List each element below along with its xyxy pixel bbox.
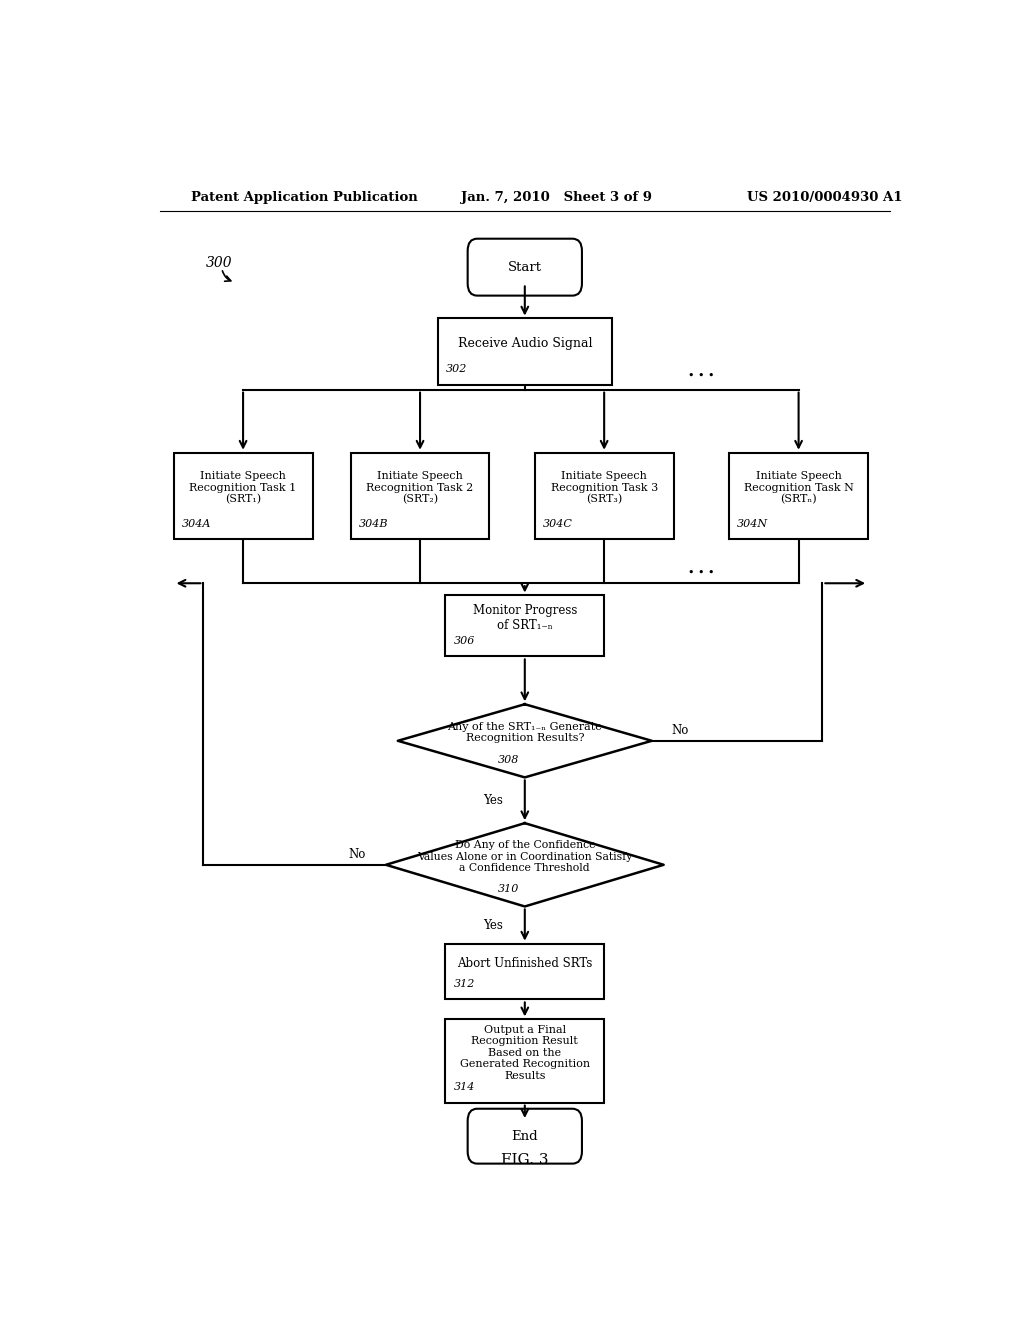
Text: Jan. 7, 2010   Sheet 3 of 9: Jan. 7, 2010 Sheet 3 of 9	[461, 190, 652, 203]
Text: Yes: Yes	[483, 793, 503, 807]
Text: Initiate Speech
Recognition Task 1
(SRT₁): Initiate Speech Recognition Task 1 (SRT₁…	[189, 471, 297, 504]
FancyBboxPatch shape	[535, 453, 674, 539]
Text: 314: 314	[454, 1082, 475, 1093]
FancyBboxPatch shape	[445, 595, 604, 656]
Text: 300: 300	[206, 256, 232, 271]
Polygon shape	[397, 704, 652, 777]
Polygon shape	[386, 824, 664, 907]
Text: Initiate Speech
Recognition Task N
(SRTₙ): Initiate Speech Recognition Task N (SRTₙ…	[743, 471, 854, 504]
FancyBboxPatch shape	[350, 453, 489, 539]
Text: No: No	[349, 849, 367, 861]
FancyBboxPatch shape	[437, 318, 612, 384]
FancyBboxPatch shape	[468, 1109, 582, 1164]
FancyBboxPatch shape	[729, 453, 868, 539]
Text: No: No	[672, 725, 689, 737]
Text: Start: Start	[508, 260, 542, 273]
Text: 306: 306	[454, 636, 475, 647]
FancyBboxPatch shape	[174, 453, 312, 539]
Text: 310: 310	[499, 884, 519, 894]
Text: Any of the SRT₁₋ₙ Generate
Recognition Results?: Any of the SRT₁₋ₙ Generate Recognition R…	[447, 722, 602, 743]
Text: Monitor Progress
of SRT₁₋ₙ: Monitor Progress of SRT₁₋ₙ	[473, 603, 577, 632]
Text: 304C: 304C	[543, 519, 572, 529]
FancyBboxPatch shape	[445, 944, 604, 999]
Text: FIG. 3: FIG. 3	[501, 1152, 549, 1167]
Text: Patent Application Publication: Patent Application Publication	[191, 190, 418, 203]
Text: 302: 302	[445, 364, 467, 375]
Text: Do Any of the Confidence
Values Alone or in Coordination Satisfy
a Confidence Th: Do Any of the Confidence Values Alone or…	[417, 840, 633, 874]
Text: US 2010/0004930 A1: US 2010/0004930 A1	[748, 190, 902, 203]
Text: 308: 308	[499, 755, 519, 766]
Text: Initiate Speech
Recognition Task 3
(SRT₃): Initiate Speech Recognition Task 3 (SRT₃…	[551, 471, 657, 504]
Text: Output a Final
Recognition Result
Based on the
Generated Recognition
Results: Output a Final Recognition Result Based …	[460, 1024, 590, 1081]
Text: Receive Audio Signal: Receive Audio Signal	[458, 337, 592, 350]
Text: Initiate Speech
Recognition Task 2
(SRT₂): Initiate Speech Recognition Task 2 (SRT₂…	[367, 471, 474, 504]
Text: End: End	[511, 1130, 539, 1143]
Text: 304B: 304B	[358, 519, 388, 529]
Text: • • •: • • •	[688, 371, 715, 381]
Text: • • •: • • •	[688, 568, 715, 578]
FancyBboxPatch shape	[445, 1019, 604, 1102]
Text: 304N: 304N	[737, 519, 768, 529]
FancyBboxPatch shape	[468, 239, 582, 296]
Text: 312: 312	[454, 979, 475, 989]
Text: Yes: Yes	[483, 919, 503, 932]
Text: Abort Unfinished SRTs: Abort Unfinished SRTs	[457, 957, 593, 970]
Text: 304A: 304A	[181, 519, 211, 529]
